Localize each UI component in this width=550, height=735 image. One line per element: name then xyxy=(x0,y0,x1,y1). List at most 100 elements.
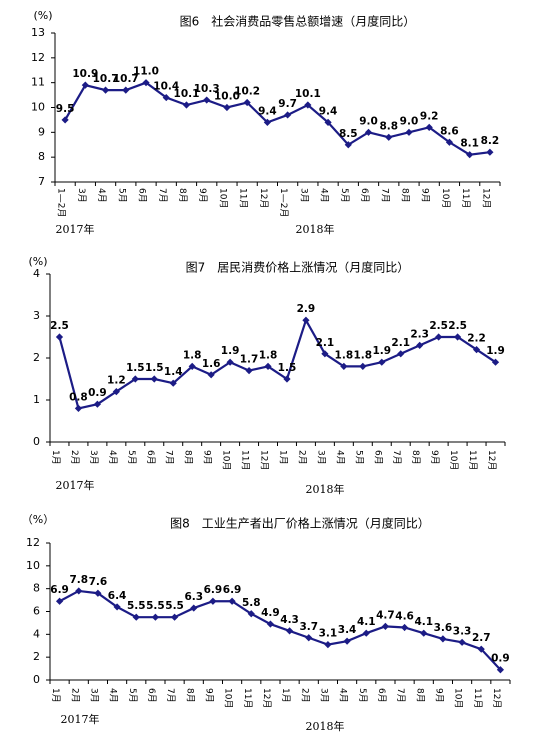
point-marker xyxy=(101,86,110,94)
point-marker xyxy=(150,375,158,383)
x-tick-label: 9月 xyxy=(203,688,214,703)
y-tick-label: 10 xyxy=(26,559,40,572)
y-tick-label: 4 xyxy=(33,627,40,640)
x-tick-label: 6月 xyxy=(359,188,370,203)
x-tick-label: 7月 xyxy=(165,688,176,703)
point-marker xyxy=(466,151,474,159)
data-label: 1.5 xyxy=(145,362,164,374)
data-label: 1.6 xyxy=(202,358,221,370)
data-label: 6.3 xyxy=(184,591,203,603)
data-label: 11.0 xyxy=(133,66,159,78)
point-marker xyxy=(93,400,101,408)
point-marker xyxy=(324,641,332,649)
x-tick-label: 2月 xyxy=(296,450,307,465)
point-marker xyxy=(207,371,215,379)
x-tick-label: 12月 xyxy=(480,188,491,208)
chart-title: 图6 社会消费品零售总额增速（月度同比） xyxy=(180,14,416,29)
point-marker xyxy=(247,610,255,618)
data-label: 10.0 xyxy=(214,91,240,103)
year-label: 2017年 xyxy=(61,712,100,726)
data-label: 5.5 xyxy=(146,600,165,612)
data-label: 8.2 xyxy=(481,135,500,147)
x-tick-label: 9月 xyxy=(420,188,431,203)
point-marker xyxy=(113,603,121,611)
x-tick-label: 2月 xyxy=(69,688,80,703)
y-tick-label: 0 xyxy=(33,435,40,448)
x-tick-label: 9月 xyxy=(433,688,444,703)
data-label: 4.7 xyxy=(376,609,395,621)
data-label: 3.7 xyxy=(299,621,318,633)
x-tick-label: 11月 xyxy=(242,688,253,708)
y-axis-unit: (%) xyxy=(28,255,47,268)
data-label: 0.9 xyxy=(88,387,107,399)
point-marker xyxy=(226,358,234,366)
data-label: 5.5 xyxy=(127,600,146,612)
point-marker xyxy=(343,637,351,645)
point-marker xyxy=(435,333,443,341)
data-label: 9.4 xyxy=(319,105,338,117)
x-tick-label: 8月 xyxy=(414,688,425,703)
data-label: 9.5 xyxy=(56,103,75,115)
data-label: 8.6 xyxy=(440,125,459,137)
data-label: 2.3 xyxy=(410,328,429,340)
point-marker xyxy=(324,118,332,126)
point-marker xyxy=(378,358,386,366)
point-marker xyxy=(458,638,466,646)
x-tick-label: 7月 xyxy=(164,450,175,465)
point-marker xyxy=(321,350,329,358)
x-tick-label: 3月 xyxy=(76,188,87,203)
x-tick-label: 2月 xyxy=(69,450,80,465)
data-label: 6.9 xyxy=(204,584,223,596)
y-tick-label: 10 xyxy=(31,101,45,114)
year-label: 2018年 xyxy=(296,222,335,236)
x-tick-label: 4月 xyxy=(319,188,330,203)
data-label: 3.3 xyxy=(453,625,472,637)
data-label: 9.0 xyxy=(400,115,419,127)
y-tick-label: 9 xyxy=(38,125,45,138)
point-marker xyxy=(188,362,196,370)
data-label: 3.4 xyxy=(338,624,357,636)
point-marker xyxy=(304,101,312,109)
data-label: 7.6 xyxy=(89,576,108,588)
x-tick-label: 10月 xyxy=(453,688,464,708)
x-tick-label: 6月 xyxy=(372,450,383,465)
data-label: 2.5 xyxy=(448,320,467,332)
data-label: 1.9 xyxy=(221,345,240,357)
data-label: 10.1 xyxy=(174,88,200,100)
y-tick-label: 2 xyxy=(33,650,40,663)
data-label: 9.7 xyxy=(278,98,297,110)
x-tick-label: 6月 xyxy=(146,688,157,703)
data-label: 2.7 xyxy=(472,632,491,644)
point-marker xyxy=(285,627,294,635)
data-label: 6.9 xyxy=(50,584,69,596)
x-tick-label: 10月 xyxy=(448,450,459,470)
x-tick-label: 8月 xyxy=(399,188,410,203)
point-marker xyxy=(131,375,139,383)
point-marker xyxy=(55,597,64,605)
x-tick-label: 5月 xyxy=(116,188,127,203)
data-label: 1.7 xyxy=(240,354,259,366)
x-tick-label: 5月 xyxy=(126,450,137,465)
data-label: 0.8 xyxy=(69,391,88,403)
y-tick-label: 4 xyxy=(33,267,40,280)
data-label: 2.2 xyxy=(467,333,486,345)
x-tick-label: 8月 xyxy=(177,188,188,203)
x-tick-label: 7月 xyxy=(379,188,390,203)
chart-title: 图7 居民消费价格上涨情况（月度同比） xyxy=(186,260,410,275)
year-label: 2017年 xyxy=(56,222,95,236)
data-label: 1.8 xyxy=(183,349,202,361)
point-marker xyxy=(170,613,179,621)
x-tick-label: 1月 xyxy=(280,688,291,703)
x-tick-label: 6月 xyxy=(137,188,148,203)
point-marker xyxy=(81,81,89,89)
point-marker xyxy=(264,362,272,370)
point-marker xyxy=(362,629,370,637)
point-marker xyxy=(74,404,83,412)
point-marker xyxy=(190,604,198,612)
data-label: 10.3 xyxy=(194,83,220,95)
x-tick-label: 1月 xyxy=(50,688,61,703)
data-label: 4.9 xyxy=(261,607,280,619)
point-marker xyxy=(344,141,352,149)
point-marker xyxy=(405,128,413,136)
point-marker xyxy=(305,634,313,642)
